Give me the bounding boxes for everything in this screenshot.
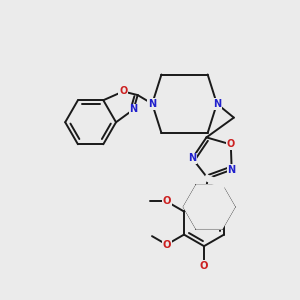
Text: O: O [119, 86, 127, 97]
Text: N: N [213, 99, 221, 109]
Text: N: N [148, 99, 156, 109]
Text: O: O [200, 261, 208, 271]
Text: O: O [227, 140, 235, 149]
Text: N: N [228, 165, 236, 175]
Text: O: O [162, 240, 171, 250]
Text: N: N [188, 153, 196, 164]
Text: N: N [130, 104, 138, 115]
Text: O: O [162, 196, 171, 206]
Polygon shape [184, 185, 235, 229]
